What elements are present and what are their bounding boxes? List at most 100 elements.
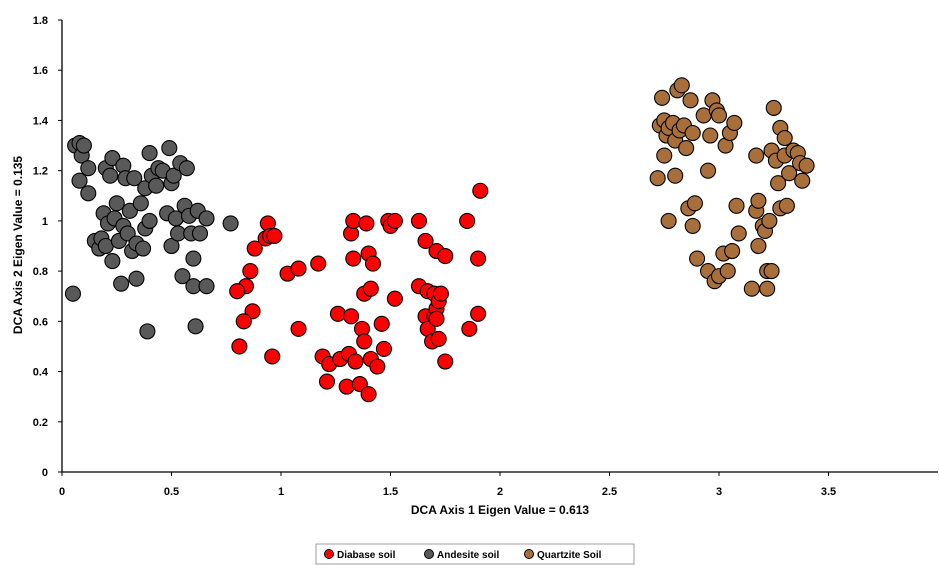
data-point [699, 162, 717, 179]
y-tick-label: 0 [42, 467, 48, 479]
x-tick-label: 2 [497, 486, 503, 498]
data-point [71, 172, 88, 189]
data-point [329, 305, 346, 322]
data-point [437, 247, 454, 265]
y-tick-label: 0.4 [33, 367, 49, 379]
data-point [104, 150, 121, 167]
y-axis-title: DCA Axis 2 Eigen Value = 0.135 [11, 156, 25, 335]
data-point [80, 160, 97, 177]
data-point [763, 263, 780, 280]
data-point [649, 170, 666, 187]
data-point [682, 92, 699, 109]
data-point [702, 127, 719, 144]
legend-marker-diabase [324, 549, 334, 559]
data-point [134, 240, 152, 257]
data-point [108, 195, 125, 212]
data-point [794, 172, 811, 189]
data-point [410, 212, 428, 229]
data-point [178, 160, 195, 177]
data-point [163, 237, 180, 255]
data-point [781, 165, 798, 182]
data-point [459, 212, 476, 229]
data-point [198, 278, 215, 295]
data-point [719, 263, 736, 280]
data-point [428, 310, 445, 327]
data-point [362, 280, 379, 297]
data-point [132, 195, 149, 212]
y-tick-label: 1.6 [33, 65, 48, 77]
data-point [198, 210, 215, 227]
data-point [338, 378, 355, 395]
data-point [358, 215, 375, 232]
data-point [660, 212, 677, 229]
data-point [347, 353, 364, 370]
data-point [128, 270, 145, 287]
y-tick-label: 0.8 [33, 266, 48, 278]
y-tick-label: 1.2 [33, 166, 48, 178]
data-point [364, 255, 382, 272]
x-tick-label: 3 [716, 486, 722, 498]
data-point [470, 305, 487, 322]
data-point [750, 237, 767, 255]
data-point [141, 145, 158, 162]
data-point [386, 212, 403, 229]
data-point [121, 202, 138, 219]
data-point [246, 240, 263, 257]
x-axis-title: DCA Axis 1 Eigen Value = 0.613 [411, 503, 590, 517]
data-point [356, 333, 373, 350]
data-point [167, 210, 184, 227]
data-point [375, 340, 392, 358]
data-point [654, 89, 671, 106]
data-point [141, 212, 158, 229]
data-point [430, 330, 447, 347]
data-point [345, 212, 362, 229]
legend-label-diabase: Diabase soil [337, 550, 396, 561]
axes [61, 20, 938, 473]
data-point [765, 99, 782, 116]
data-point [290, 320, 307, 337]
legend-label-andesite: Andesite soil [437, 550, 499, 561]
y-tick-label: 1.8 [33, 15, 48, 27]
data-point [75, 137, 92, 154]
data-point [472, 182, 489, 199]
data-point [759, 280, 776, 297]
data-point [673, 77, 690, 94]
data-point [373, 315, 390, 332]
data-point [264, 348, 281, 365]
legend: Diabase soil Andesite soil Quartzite Soi… [315, 543, 635, 565]
data-point [290, 260, 307, 277]
data-point [360, 386, 377, 403]
data-point [461, 320, 478, 337]
data-point [748, 147, 765, 164]
x-tick-label: 1.5 [383, 486, 398, 498]
data-point [345, 250, 362, 267]
data-point [80, 185, 97, 202]
data-point [266, 227, 283, 245]
data-point [165, 167, 182, 184]
data-point [242, 263, 259, 280]
x-tick-label: 3.5 [821, 486, 836, 498]
data-point [369, 358, 386, 375]
data-point [743, 280, 760, 297]
legend-box [315, 543, 635, 565]
data-point [191, 225, 209, 242]
data-point [104, 253, 121, 270]
y-tick-label: 0.6 [33, 316, 48, 328]
legend-label-quartzite: Quartzite Soil [537, 550, 602, 561]
data-point [750, 192, 767, 209]
data-point [235, 313, 252, 330]
data-point [185, 250, 202, 267]
data-point [64, 285, 81, 302]
data-point [432, 285, 449, 302]
data-point [678, 140, 695, 157]
data-point [161, 140, 178, 157]
data-point [318, 373, 336, 390]
x-tick-labels: 0 0.5 1 1.5 2 2.5 3 3.5 [59, 472, 836, 498]
x-tick-label: 0 [59, 486, 65, 498]
legend-marker-quartzite [524, 549, 534, 559]
data-point [776, 129, 793, 147]
data-point [113, 275, 130, 292]
series-andesite-soil [64, 134, 239, 340]
data-point [684, 124, 701, 142]
